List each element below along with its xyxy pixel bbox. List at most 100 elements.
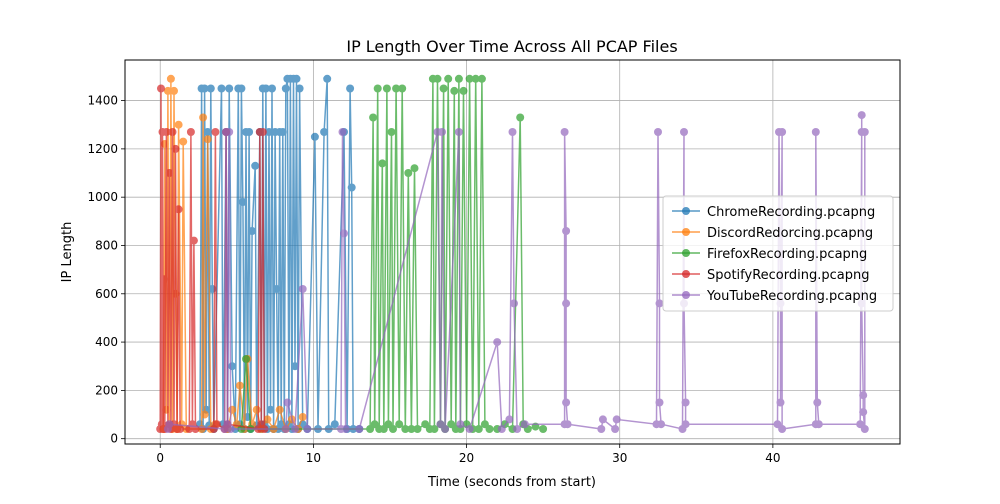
data-point	[281, 84, 290, 93]
y-tick-label: 200	[95, 383, 118, 397]
data-point	[278, 128, 287, 136]
legend-label: SpotifyRecording.pcapng	[707, 268, 869, 283]
data-point	[203, 128, 212, 136]
legend-label: FirefoxRecording.pcapng	[707, 247, 867, 262]
data-point	[459, 86, 468, 95]
data-point	[263, 415, 272, 424]
data-point	[165, 169, 174, 177]
legend-label: YouTubeRecording.pcapng	[706, 289, 877, 304]
data-point	[520, 420, 529, 429]
data-point	[597, 425, 606, 433]
data-point	[438, 128, 446, 136]
data-point	[252, 405, 261, 414]
data-point	[444, 74, 453, 83]
data-point	[395, 420, 404, 429]
data-point	[454, 128, 463, 136]
data-point	[516, 113, 525, 122]
data-point	[212, 420, 221, 429]
data-point	[373, 84, 382, 93]
data-point	[160, 275, 169, 284]
data-point	[266, 405, 275, 414]
data-point	[225, 128, 234, 136]
data-point	[166, 74, 175, 83]
legend-swatch-marker	[682, 249, 690, 257]
data-point	[433, 74, 442, 83]
data-point	[295, 84, 304, 93]
data-point	[407, 425, 416, 433]
data-point	[655, 398, 664, 407]
data-point	[242, 355, 250, 363]
data-point	[508, 128, 517, 136]
data-point	[235, 381, 244, 390]
data-point	[292, 74, 301, 83]
data-point	[176, 425, 185, 433]
data-point	[248, 227, 257, 235]
data-point	[681, 420, 690, 429]
data-point	[226, 425, 235, 433]
legend-swatch-marker	[682, 207, 690, 215]
y-tick-label: 1400	[87, 94, 118, 108]
data-point	[341, 425, 350, 433]
data-point	[168, 128, 177, 136]
data-point	[174, 205, 183, 214]
data-point	[199, 113, 208, 122]
data-point	[598, 415, 607, 424]
data-point	[505, 415, 514, 424]
data-point	[281, 425, 290, 433]
y-axis-label: IP Length	[60, 222, 75, 283]
data-point	[200, 84, 209, 93]
data-point	[238, 198, 247, 206]
series-0	[196, 74, 364, 433]
data-point	[563, 420, 572, 429]
data-point	[298, 285, 307, 293]
data-point	[655, 299, 664, 308]
data-point	[493, 338, 502, 347]
data-point	[811, 128, 820, 136]
data-point	[430, 425, 439, 433]
data-point	[203, 135, 212, 144]
data-point	[454, 74, 463, 83]
plot-area-frame	[124, 59, 901, 445]
data-point	[189, 236, 198, 245]
data-point	[657, 420, 666, 429]
y-axis: 0 200 400 600 800 1000 1200 1400	[87, 94, 125, 446]
x-tick-label: 10	[306, 451, 321, 465]
data-point	[477, 74, 486, 83]
series-2	[237, 74, 548, 433]
data-point	[465, 74, 474, 83]
data-point	[217, 84, 226, 93]
data-point	[681, 398, 690, 407]
x-axis-label: Time (seconds from start)	[427, 475, 596, 490]
legend: ChromeRecording.pcapng DiscordRedorcing.p…	[662, 195, 894, 312]
legend-box	[662, 195, 894, 312]
data-point	[471, 74, 480, 83]
data-point	[275, 405, 284, 414]
data-point	[283, 398, 292, 407]
data-point	[291, 425, 299, 433]
data-point	[562, 398, 571, 407]
y-tick-label: 600	[95, 287, 118, 301]
legend-swatch-marker	[682, 291, 690, 299]
legend-item: FirefoxRecording.pcapng	[672, 247, 867, 262]
legend-item: YouTubeRecording.pcapng	[672, 289, 877, 304]
data-point	[389, 425, 397, 433]
legend-item: SpotifyRecording.pcapng	[672, 268, 869, 283]
data-point	[265, 128, 273, 136]
data-point	[474, 425, 483, 433]
data-point	[439, 84, 448, 93]
data-point	[413, 425, 422, 433]
data-point	[186, 128, 195, 136]
data-point	[355, 425, 364, 433]
data-point	[814, 420, 823, 429]
data-point	[497, 425, 506, 433]
data-point	[562, 227, 571, 235]
data-point	[298, 413, 307, 421]
data-point	[211, 128, 220, 136]
data-point	[778, 128, 787, 136]
data-point	[392, 84, 401, 93]
data-point	[510, 299, 518, 308]
data-point	[206, 84, 215, 93]
data-point	[513, 425, 522, 433]
y-tick-label: 800	[95, 238, 118, 252]
